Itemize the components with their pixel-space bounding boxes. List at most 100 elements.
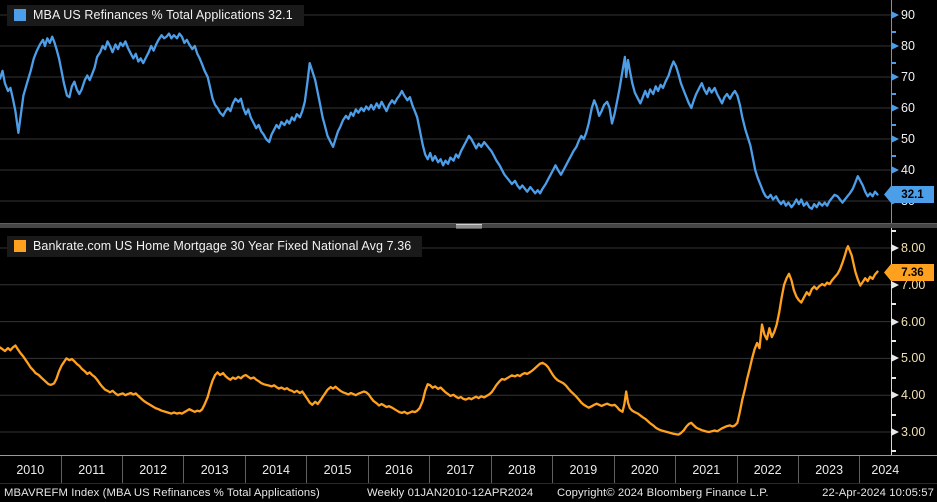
top-legend-last-value: 32.1 <box>268 8 293 22</box>
tick-arrow-icon <box>891 42 899 50</box>
y-axis-tick-80: 80 <box>891 38 915 54</box>
top-plot-area <box>0 14 891 210</box>
y-tick-label: 4.00 <box>901 388 926 402</box>
year-label-2016: 2016 <box>369 456 431 483</box>
year-label-text: 2010 <box>16 462 45 477</box>
year-label-2015: 2015 <box>307 456 369 483</box>
y-tick-label: 90 <box>901 8 915 22</box>
tick-arrow-icon <box>891 166 899 174</box>
year-label-2021: 2021 <box>676 456 738 483</box>
y-tick-label: 50 <box>901 132 915 146</box>
top-legend[interactable]: MBA US Refinances % Total Applications 3… <box>7 5 304 26</box>
tick-arrow-icon <box>891 428 899 436</box>
year-label-2011: 2011 <box>62 456 123 483</box>
year-label-text: 2017 <box>446 462 475 477</box>
y-axis-tick-6.00: 6.00 <box>891 314 925 330</box>
y-tick-label: 60 <box>901 101 915 115</box>
bottom-legend-last-value: 7.36 <box>386 239 412 253</box>
tick-arrow-icon <box>891 104 899 112</box>
status-copyright: Copyright© 2024 Bloomberg Finance L.P. <box>557 487 769 499</box>
year-label-text: 2014 <box>262 462 290 477</box>
y-axis-minor-tick <box>891 414 896 416</box>
tick-arrow-icon <box>891 318 899 326</box>
y-axis-tick-70: 70 <box>891 69 915 85</box>
tick-arrow-icon <box>891 281 899 289</box>
year-label-2024: 2024 <box>860 456 910 483</box>
y-axis-tick-5.00: 5.00 <box>891 350 925 366</box>
tick-arrow-icon <box>891 244 899 252</box>
y-axis-tick-8.00: 8.00 <box>891 240 925 256</box>
y-tick-label: 3.00 <box>901 425 926 439</box>
y-axis-tick-3.00: 3.00 <box>891 424 925 440</box>
year-label-2017: 2017 <box>430 456 492 483</box>
refi-series-swatch-icon <box>14 9 26 21</box>
refi-share-line <box>0 32 879 210</box>
year-label-2022: 2022 <box>737 456 799 483</box>
y-tick-label: 7.00 <box>901 278 926 292</box>
year-label-text: 2011 <box>78 462 106 477</box>
y-tick-label: 6.00 <box>901 315 926 329</box>
mortgage-last-value-badge: 7.36 <box>884 264 934 281</box>
year-label-text: 2012 <box>139 462 168 477</box>
mortgage-series-swatch-icon <box>14 240 26 252</box>
tick-arrow-icon <box>891 11 899 19</box>
status-bar: MBAVREFM Index (MBA US Refinances % Tota… <box>0 483 937 502</box>
year-label-2020: 2020 <box>615 456 676 483</box>
x-axis-year-strip: 2010 2011 2012 2013 2014 2015 2016 2017 2018 2019… <box>0 455 937 483</box>
tick-arrow-icon <box>891 391 899 399</box>
y-axis-minor-tick <box>891 93 896 95</box>
panel-divider[interactable] <box>0 223 937 229</box>
y-axis-minor-tick <box>891 230 896 232</box>
status-periodicity-range: Weekly 01JAN2010-12APR2024 <box>367 487 534 499</box>
bottom-panel-mortgage-rate: Bankrate.com US Home Mortgage 30 Year Fi… <box>0 228 937 455</box>
bottom-legend[interactable]: Bankrate.com US Home Mortgage 30 Year Fi… <box>7 236 423 257</box>
status-datetime: 22-Apr-2024 10:05:57 <box>822 487 934 499</box>
bottom-legend-label: Bankrate.com US Home Mortgage 30 Year Fi… <box>33 239 412 253</box>
top-legend-label: MBA US Refinances % Total Applications 3… <box>33 8 293 22</box>
y-axis-tick-40: 40 <box>891 162 915 178</box>
year-label-2010: 2010 <box>0 456 62 483</box>
mortgage-rate-line <box>0 245 879 436</box>
y-axis-minor-tick <box>891 377 896 379</box>
y-axis-minor-tick <box>891 303 896 305</box>
divider-drag-handle-icon[interactable] <box>456 224 482 229</box>
y-axis-tick-60: 60 <box>891 100 915 116</box>
y-axis-minor-tick <box>891 340 896 342</box>
y-tick-label: 80 <box>901 39 915 53</box>
year-label-text: 2018 <box>507 462 536 477</box>
y-tick-label: 5.00 <box>901 351 926 365</box>
year-label-2018: 2018 <box>492 456 554 483</box>
status-security-name: MBAVREFM Index (MBA US Refinances % Tota… <box>4 487 320 499</box>
y-axis-minor-tick <box>891 155 896 157</box>
year-label-2012: 2012 <box>123 456 185 483</box>
y-axis-tick-90: 90 <box>891 7 915 23</box>
y-tick-label: 70 <box>901 70 915 84</box>
y-axis-minor-tick <box>891 31 896 33</box>
year-label-2023: 2023 <box>799 456 861 483</box>
year-label-2013: 2013 <box>184 456 246 483</box>
year-label-text: 2021 <box>692 462 721 477</box>
year-label-2014: 2014 <box>246 456 308 483</box>
year-label-text: 2022 <box>753 462 782 477</box>
year-label-text: 2015 <box>323 462 352 477</box>
y-tick-label: 8.00 <box>901 241 926 255</box>
year-label-2019: 2019 <box>553 456 615 483</box>
bottom-plot-area <box>0 245 891 436</box>
year-label-text: 2024 <box>871 462 900 477</box>
year-label-text: 2016 <box>385 462 413 477</box>
y-axis-tick-7.00: 7.00 <box>891 277 925 293</box>
y-axis-minor-tick <box>891 62 896 64</box>
year-label-text: 2013 <box>200 462 229 477</box>
tick-arrow-icon <box>891 354 899 362</box>
y-axis-tick-4.00: 4.00 <box>891 387 925 403</box>
year-label-text: 2020 <box>630 462 659 477</box>
refi-last-value-badge: 32.1 <box>884 186 934 203</box>
year-label-text: 2019 <box>569 462 598 477</box>
y-axis-minor-tick <box>891 450 896 452</box>
year-label-text: 2023 <box>815 462 844 477</box>
tick-arrow-icon <box>891 73 899 81</box>
y-axis-minor-tick <box>891 124 896 126</box>
top-panel-refi-share: MBA US Refinances % Total Applications 3… <box>0 0 937 223</box>
y-tick-label: 40 <box>901 163 915 177</box>
